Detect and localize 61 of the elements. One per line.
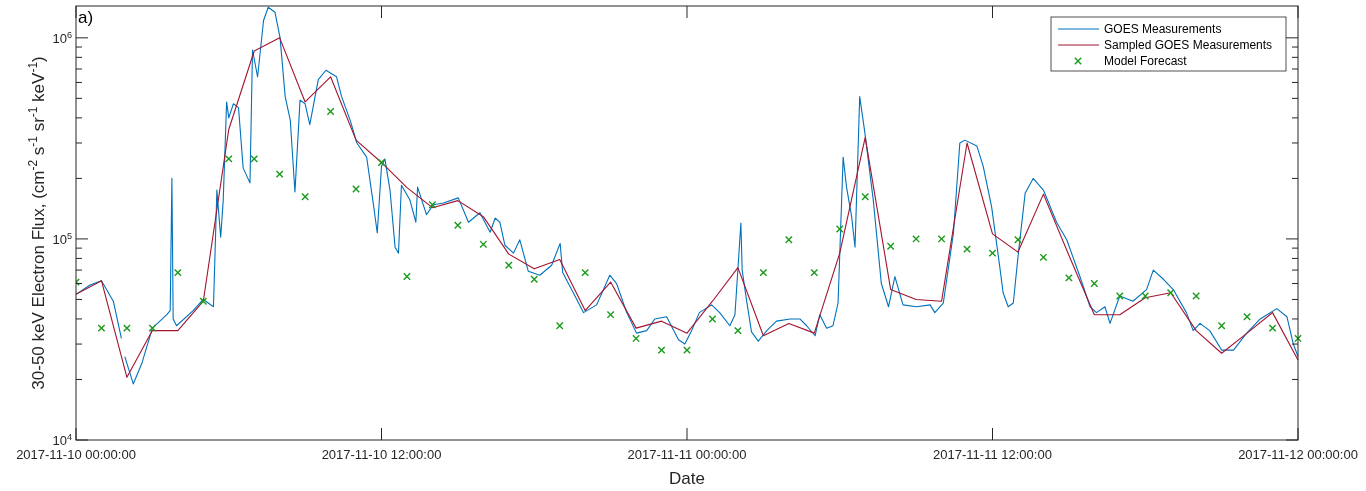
y-tick-label: 10$^{4}$: [52, 432, 72, 448]
point: [912, 235, 921, 243]
point: [963, 245, 971, 253]
point: [937, 235, 946, 243]
point: [224, 155, 233, 163]
point: [632, 334, 640, 343]
point: [606, 310, 615, 319]
point: [1141, 292, 1150, 300]
point: [403, 272, 411, 281]
point: [581, 268, 590, 277]
legend-label: GOES Measurements: [1104, 22, 1222, 36]
point: [1294, 334, 1302, 343]
point: [708, 315, 717, 323]
point: [148, 324, 157, 333]
point: [1166, 288, 1175, 297]
point: [734, 326, 742, 335]
point: [199, 297, 208, 306]
point: [250, 155, 259, 163]
point: [1243, 312, 1251, 321]
point: [504, 261, 513, 270]
legend-label: Sampled GOES Measurements: [1104, 38, 1273, 52]
point: [479, 240, 488, 249]
point: [1192, 292, 1201, 300]
point: [1064, 273, 1073, 282]
point: [657, 346, 666, 354]
point: [1090, 279, 1099, 288]
point: [530, 275, 539, 284]
x-tick-label: 2017-11-12 00:00:00: [1238, 447, 1358, 462]
point: [1268, 324, 1277, 333]
point: [759, 268, 768, 277]
point: [555, 321, 564, 330]
x-tick-label: 2017-11-10 12:00:00: [321, 447, 442, 462]
point: [377, 158, 386, 167]
point: [173, 268, 182, 277]
point: [861, 192, 870, 201]
point: [275, 170, 284, 179]
point: [683, 346, 691, 354]
point: [1115, 292, 1124, 300]
y-tick-label: 10$^{5}$: [52, 230, 72, 247]
legend-label: Model Forecast: [1104, 54, 1188, 68]
point: [1039, 253, 1048, 262]
point: [326, 107, 335, 116]
x-tick-label: 2017-11-10 00:00:00: [16, 447, 136, 462]
point: [784, 235, 793, 244]
x-tick-label: 2017-11-11 00:00:00: [627, 447, 747, 462]
point: [835, 225, 844, 233]
point: [123, 324, 131, 333]
point: [453, 221, 462, 230]
x-tick-label: 2017-11-11 12:00:00: [933, 447, 1052, 462]
point: [988, 249, 997, 258]
point: [1014, 235, 1022, 244]
y-tick-label: 10$^{6}$: [52, 29, 72, 46]
point: [886, 242, 895, 251]
x-axis-title: Date: [669, 469, 705, 488]
point: [301, 192, 310, 201]
annotation: a): [78, 8, 94, 27]
point: [1217, 321, 1226, 330]
point: [428, 200, 437, 209]
point: [810, 268, 819, 277]
point: [97, 324, 106, 333]
point: [352, 185, 360, 193]
